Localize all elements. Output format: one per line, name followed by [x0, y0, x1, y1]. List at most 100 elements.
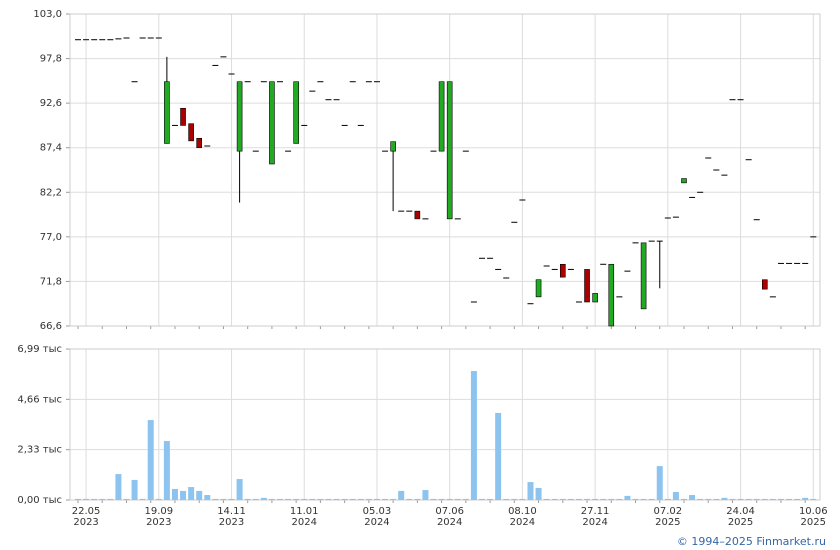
candle-body: [164, 81, 170, 144]
chart: 66,6 71,8 77,0 82,2 87,4 92,6 97,8 103,0 0,00 ты…: [17, 9, 821, 506]
x-tick-label: 07.02 2025: [653, 506, 683, 528]
y-tick-label: 87,4: [40, 143, 62, 154]
volume-bar: [487, 498, 494, 500]
volume-bar: [341, 498, 348, 500]
y-tick-label: 2,33 тыс: [17, 445, 62, 456]
volume-bar: [543, 498, 550, 500]
volume-bar: [285, 498, 292, 500]
volume-bar: [584, 498, 591, 500]
volume-bar: [769, 498, 776, 500]
volume-bar: [802, 497, 809, 500]
candle-body: [414, 210, 421, 220]
candle-body: [761, 279, 768, 290]
candle-body: [180, 107, 186, 126]
volume-bar: [689, 495, 696, 500]
candle-body: [681, 178, 687, 184]
volume-bar: [382, 498, 389, 500]
volume-bar: [511, 498, 518, 500]
candle-body: [293, 81, 299, 144]
volume-bar: [236, 479, 243, 500]
volume-bar: [777, 498, 784, 500]
volume-bar: [648, 498, 655, 500]
y-tick-label: 0,00 тыс: [17, 495, 62, 506]
volume-bar: [406, 498, 413, 500]
volume-bar: [503, 498, 510, 500]
y-tick-label: 77,0: [40, 232, 62, 243]
x-tick-label: 22.05 2023: [71, 506, 101, 528]
volume-bar: [430, 498, 437, 500]
candle-body: [584, 269, 590, 303]
volume-bar: [244, 498, 251, 500]
x-tick-label: 08.10 2024: [508, 506, 537, 528]
volume-bar: [99, 498, 106, 500]
volume-bar: [559, 498, 566, 500]
volume-bar: [721, 497, 728, 500]
volume-bar: [260, 497, 267, 500]
volume-bar: [123, 498, 130, 500]
volume-bar: [551, 498, 558, 500]
y-tick-label: 6,99 тыс: [17, 344, 62, 355]
volume-bar: [608, 498, 615, 500]
candle-body: [446, 81, 453, 220]
volume-bar: [293, 498, 300, 500]
volume-bar: [446, 498, 453, 500]
volume-bar: [196, 490, 203, 500]
candle-body: [236, 81, 243, 152]
volume-bar: [438, 498, 445, 500]
candle-body: [269, 81, 275, 165]
volume-bar: [519, 498, 526, 500]
x-tick-label: 07.06 2024: [435, 506, 464, 528]
volume-bar: [681, 498, 687, 500]
footer: © 1994–2025 Finmarket.ru: [676, 535, 826, 548]
volume-bar: [414, 498, 421, 500]
volume-bar: [527, 482, 534, 500]
candle-body: [592, 293, 598, 303]
volume-bar: [398, 490, 405, 500]
volume-bar: [745, 498, 752, 500]
volume-bar: [592, 498, 599, 500]
volume-bar: [672, 492, 679, 500]
y-tick-label: 71,8: [40, 276, 62, 287]
volume-bar: [422, 490, 429, 500]
volume-bar: [567, 498, 574, 500]
candle-body: [390, 141, 396, 152]
y-tick-label: 4,66 тыс: [17, 394, 62, 405]
volume-bar: [373, 498, 380, 500]
y-tick-label: 66,6: [40, 321, 62, 332]
volume-bar: [600, 498, 607, 500]
x-tick-label: 11.01 2024: [289, 506, 319, 528]
volume-bar: [171, 488, 178, 500]
volume-bar: [479, 498, 485, 500]
x-tick-label: 27.11 2024: [580, 506, 610, 528]
volume-bar: [624, 495, 631, 500]
volume-bar: [713, 498, 720, 500]
x-tick-label: 14.11 2023: [217, 506, 246, 528]
volume-bar: [470, 371, 477, 500]
volume-bar: [309, 498, 316, 500]
volume-bar: [761, 498, 768, 500]
volume-bar: [349, 498, 356, 500]
x-tick-label: 05.03 2024: [362, 506, 392, 528]
volume-bar: [91, 498, 98, 500]
volume-bar: [317, 498, 324, 500]
volume-bar: [390, 498, 397, 500]
volume-bar: [365, 498, 372, 500]
volume-bar: [462, 498, 469, 500]
candle-body: [196, 137, 202, 149]
volume-bar: [147, 420, 154, 500]
volume-bar: [139, 498, 146, 500]
volume-bar: [333, 498, 340, 500]
volume-bar: [616, 498, 623, 500]
volume-bar: [228, 498, 235, 500]
y-tick-label: 92,6: [40, 98, 62, 109]
volume-bar: [656, 466, 663, 500]
volume-bar: [729, 498, 736, 500]
volume-bar: [753, 498, 760, 500]
candle-body: [608, 263, 615, 327]
x-tick-label: 10.06 2025: [798, 506, 828, 528]
volume-bar: [131, 479, 138, 500]
volume-bar: [632, 498, 639, 500]
candle-body: [559, 263, 566, 278]
volume-bar: [115, 474, 122, 500]
